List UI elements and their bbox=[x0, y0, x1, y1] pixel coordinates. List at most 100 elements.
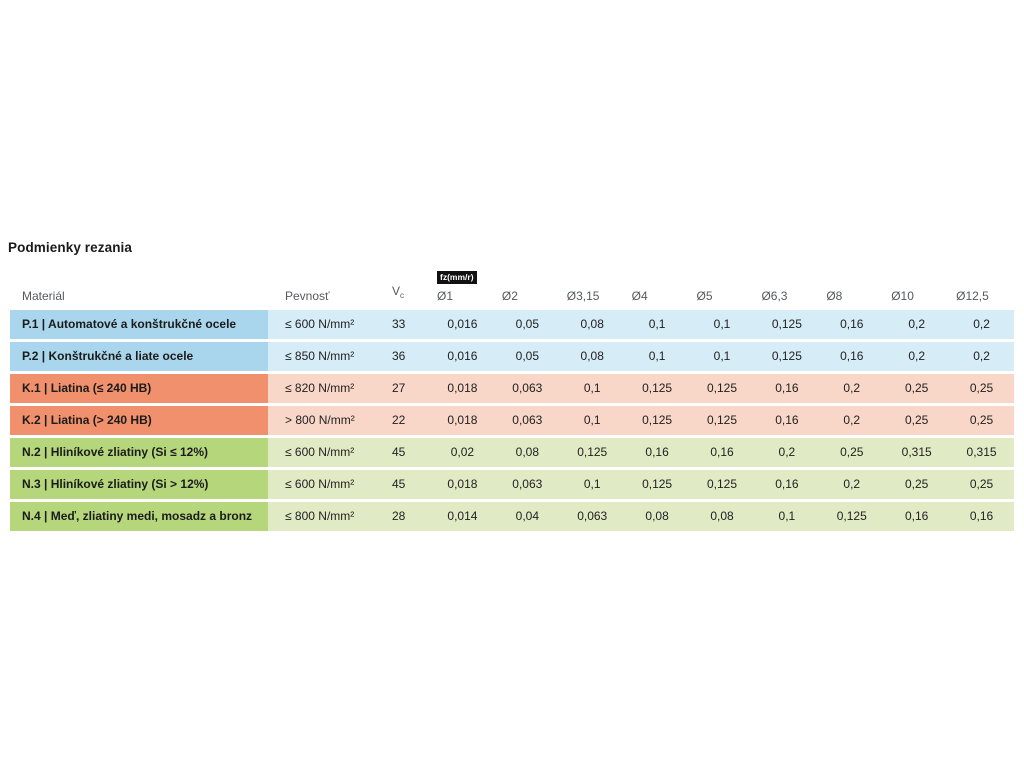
feed-value-cell-d6: 0,125 bbox=[754, 342, 820, 371]
feed-value-cell-d2: 0,063 bbox=[494, 406, 560, 435]
feed-value-cell-d2: 0,05 bbox=[494, 310, 560, 339]
feed-value-cell-d6: 0,125 bbox=[754, 310, 820, 339]
feed-value-cell-d5: 0,125 bbox=[689, 470, 755, 499]
feed-value-cell-d3: 0,1 bbox=[559, 374, 625, 403]
strength-cell: ≤ 600 N/mm² bbox=[268, 310, 375, 339]
page-title: Podmienky rezania bbox=[8, 240, 132, 255]
feed-value-cell-d9: 0,16 bbox=[949, 502, 1014, 531]
table-header-row: Materiál Pevnosť Vc fz(mm/r) Ø1 Ø2 Ø3,15 Ø4 Ø… bbox=[10, 271, 1014, 305]
material-cell: N.3 | Hliníkové zliatiny (Si > 12%) bbox=[10, 470, 268, 499]
strength-cell: ≤ 600 N/mm² bbox=[268, 438, 375, 467]
material-cell: N.4 | Meď, zliatiny medi, mosadz a bronz bbox=[10, 502, 268, 531]
feed-value-cell-d1: 0,018 bbox=[430, 406, 495, 435]
feed-value-cell-d9: 0,2 bbox=[949, 342, 1014, 371]
feed-value-cell-d1: 0,014 bbox=[430, 502, 495, 531]
feed-value-cell-d5: 0,125 bbox=[689, 374, 755, 403]
feed-value-cell-d8: 0,25 bbox=[884, 374, 950, 403]
feed-value-cell-d4: 0,16 bbox=[624, 438, 690, 467]
feed-value-cell-d3: 0,125 bbox=[559, 438, 625, 467]
strength-cell: ≤ 600 N/mm² bbox=[268, 470, 375, 499]
feed-value-cell-d4: 0,125 bbox=[624, 470, 690, 499]
column-header-vc: Vc bbox=[375, 282, 430, 305]
vc-cell: 27 bbox=[375, 374, 430, 403]
feed-value-cell-d9: 0,25 bbox=[949, 406, 1014, 435]
feed-value-cell-d2: 0,063 bbox=[494, 374, 560, 403]
strength-cell: > 800 N/mm² bbox=[268, 406, 375, 435]
strength-cell: ≤ 800 N/mm² bbox=[268, 502, 375, 531]
feed-value-cell-d6: 0,16 bbox=[754, 406, 820, 435]
feed-value-cell-d7: 0,16 bbox=[819, 342, 885, 371]
strength-cell: ≤ 850 N/mm² bbox=[268, 342, 375, 371]
feed-value-cell-d7: 0,2 bbox=[819, 374, 885, 403]
feed-value-cell-d1: 0,016 bbox=[430, 342, 495, 371]
material-cell: K.2 | Liatina (> 240 HB) bbox=[10, 406, 268, 435]
feed-value-cell-d1: 0,018 bbox=[430, 470, 495, 499]
feed-value-cell-d3: 0,1 bbox=[559, 406, 625, 435]
feed-value-cell-d8: 0,25 bbox=[884, 470, 950, 499]
feed-value-cell-d8: 0,315 bbox=[884, 438, 950, 467]
feed-value-cell-d9: 0,315 bbox=[949, 438, 1014, 467]
vc-symbol: V bbox=[392, 284, 401, 298]
feed-value-cell-d9: 0,2 bbox=[949, 310, 1014, 339]
column-header-diameter-6: Ø6,3 bbox=[761, 289, 788, 303]
feed-value-cell-d6: 0,2 bbox=[754, 438, 820, 467]
feed-value-cell-d9: 0,25 bbox=[949, 374, 1014, 403]
table-row: N.4 | Meď, zliatiny medi, mosadz a bronz… bbox=[10, 502, 1014, 531]
feed-value-cell-d9: 0,25 bbox=[949, 470, 1014, 499]
vc-cell: 45 bbox=[375, 438, 430, 467]
vc-subscript: c bbox=[400, 291, 405, 300]
vc-cell: 33 bbox=[375, 310, 430, 339]
vc-cell: 22 bbox=[375, 406, 430, 435]
feed-value-cell-d6: 0,16 bbox=[754, 470, 820, 499]
feed-value-cell-d3: 0,08 bbox=[559, 342, 625, 371]
material-cell: P.1 | Automatové a konštrukčné ocele bbox=[10, 310, 268, 339]
cutting-conditions-section: Podmienky rezania Materiál Pevnosť Vc fz… bbox=[8, 240, 1014, 534]
column-header-diameter-2: Ø2 bbox=[501, 289, 518, 303]
feed-value-cell-d7: 0,125 bbox=[819, 502, 885, 531]
feed-value-cell-d2: 0,08 bbox=[494, 438, 560, 467]
material-cell: P.2 | Konštrukčné a liate ocele bbox=[10, 342, 268, 371]
feed-value-cell-d2: 0,04 bbox=[494, 502, 560, 531]
feed-value-cell-d1: 0,016 bbox=[430, 310, 495, 339]
table-row: K.1 | Liatina (≤ 240 HB) ≤ 820 N/mm² 27 0,0… bbox=[10, 374, 1014, 403]
table-body: P.1 | Automatové a konštrukčné ocele ≤ 60… bbox=[10, 310, 1014, 531]
strength-cell: ≤ 820 N/mm² bbox=[268, 374, 375, 403]
feed-value-cell-d3: 0,063 bbox=[559, 502, 625, 531]
feed-value-cell-d1: 0,018 bbox=[430, 374, 495, 403]
feed-value-cell-d4: 0,1 bbox=[624, 310, 690, 339]
feed-value-cell-d5: 0,1 bbox=[689, 342, 755, 371]
feed-value-cell-d6: 0,16 bbox=[754, 374, 820, 403]
feed-value-cell-d4: 0,125 bbox=[624, 374, 690, 403]
feed-value-cell-d4: 0,1 bbox=[624, 342, 690, 371]
column-header-diameter-3: Ø3,15 bbox=[566, 289, 600, 303]
table-row: P.2 | Konštrukčné a liate ocele ≤ 850 N/m… bbox=[10, 342, 1014, 371]
feed-value-cell-d1: 0,02 bbox=[430, 438, 495, 467]
column-header-diameter-4: Ø4 bbox=[631, 289, 648, 303]
column-header-diameter-8: Ø10 bbox=[891, 289, 914, 303]
feed-value-cell-d3: 0,08 bbox=[559, 310, 625, 339]
table-row: K.2 | Liatina (> 240 HB) > 800 N/mm² 22 0,0… bbox=[10, 406, 1014, 435]
feed-value-cell-d8: 0,2 bbox=[884, 342, 950, 371]
vc-cell: 36 bbox=[375, 342, 430, 371]
table-row: N.3 | Hliníkové zliatiny (Si > 12%) ≤ 600… bbox=[10, 470, 1014, 499]
feed-value-cell-d7: 0,25 bbox=[819, 438, 885, 467]
feed-value-cell-d5: 0,16 bbox=[689, 438, 755, 467]
material-cell: N.2 | Hliníkové zliatiny (Si ≤ 12%) bbox=[10, 438, 268, 467]
vc-cell: 28 bbox=[375, 502, 430, 531]
feed-value-cell-d4: 0,125 bbox=[624, 406, 690, 435]
feed-value-cell-d2: 0,063 bbox=[494, 470, 560, 499]
feed-value-cell-d7: 0,16 bbox=[819, 310, 885, 339]
feed-value-cell-d8: 0,2 bbox=[884, 310, 950, 339]
column-header-diameter-1: fz(mm/r) Ø1 bbox=[430, 271, 495, 305]
feed-value-cell-d5: 0,1 bbox=[689, 310, 755, 339]
material-cell: K.1 | Liatina (≤ 240 HB) bbox=[10, 374, 268, 403]
column-header-strength: Pevnosť bbox=[285, 289, 330, 303]
column-header-diameter-5: Ø5 bbox=[696, 289, 713, 303]
feed-value-cell-d6: 0,1 bbox=[754, 502, 820, 531]
table-row: P.1 | Automatové a konštrukčné ocele ≤ 60… bbox=[10, 310, 1014, 339]
feed-value-cell-d7: 0,2 bbox=[819, 406, 885, 435]
column-header-material: Materiál bbox=[22, 289, 65, 303]
feed-value-cell-d8: 0,25 bbox=[884, 406, 950, 435]
feed-value-cell-d5: 0,08 bbox=[689, 502, 755, 531]
fz-unit-badge: fz(mm/r) bbox=[437, 271, 477, 284]
